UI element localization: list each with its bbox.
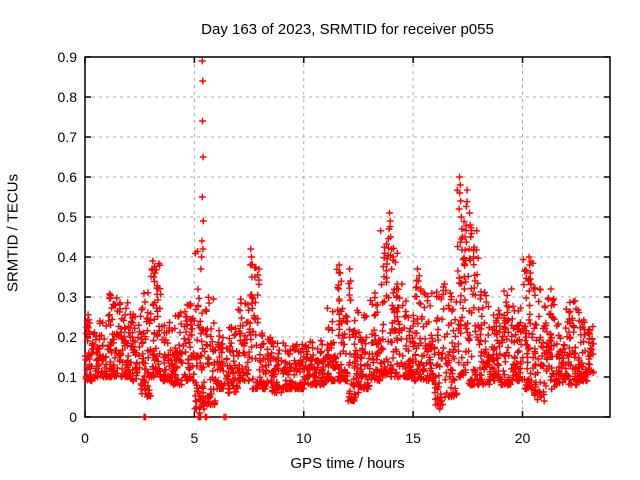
chart-title: Day 163 of 2023, SRMTID for receiver p05… xyxy=(201,21,494,38)
x-tick-label: 10 xyxy=(296,430,312,446)
x-tick-label: 20 xyxy=(515,430,531,446)
y-tick-label: 0.2 xyxy=(58,329,78,345)
y-tick-label: 0.6 xyxy=(58,169,78,185)
y-tick-label: 0.5 xyxy=(58,209,78,225)
y-axis-title: SRMTID / TECUs xyxy=(4,173,22,293)
tick-labels: 0 5 10 15 20 0 0.1 0.2 0.3 0.4 0.5 0.6 0.7 0.8 0.9 xyxy=(58,49,531,446)
y-tick-label: 0.1 xyxy=(58,369,78,385)
x-tick-label: 0 xyxy=(81,430,89,446)
x-tick-label: 5 xyxy=(190,430,198,446)
y-tick-label: 0.7 xyxy=(58,129,78,145)
y-tick-label: 0.3 xyxy=(58,289,78,305)
scatter-points xyxy=(81,57,597,421)
y-tick-label: 0.8 xyxy=(58,89,78,105)
y-tick-label: 0.4 xyxy=(58,249,78,265)
x-axis-title: GPS time / hours xyxy=(290,455,405,472)
x-tick-label: 15 xyxy=(405,430,421,446)
plot-border xyxy=(84,56,611,418)
y-tick-label: 0.9 xyxy=(58,49,78,65)
y-tick-label: 0 xyxy=(69,409,77,425)
